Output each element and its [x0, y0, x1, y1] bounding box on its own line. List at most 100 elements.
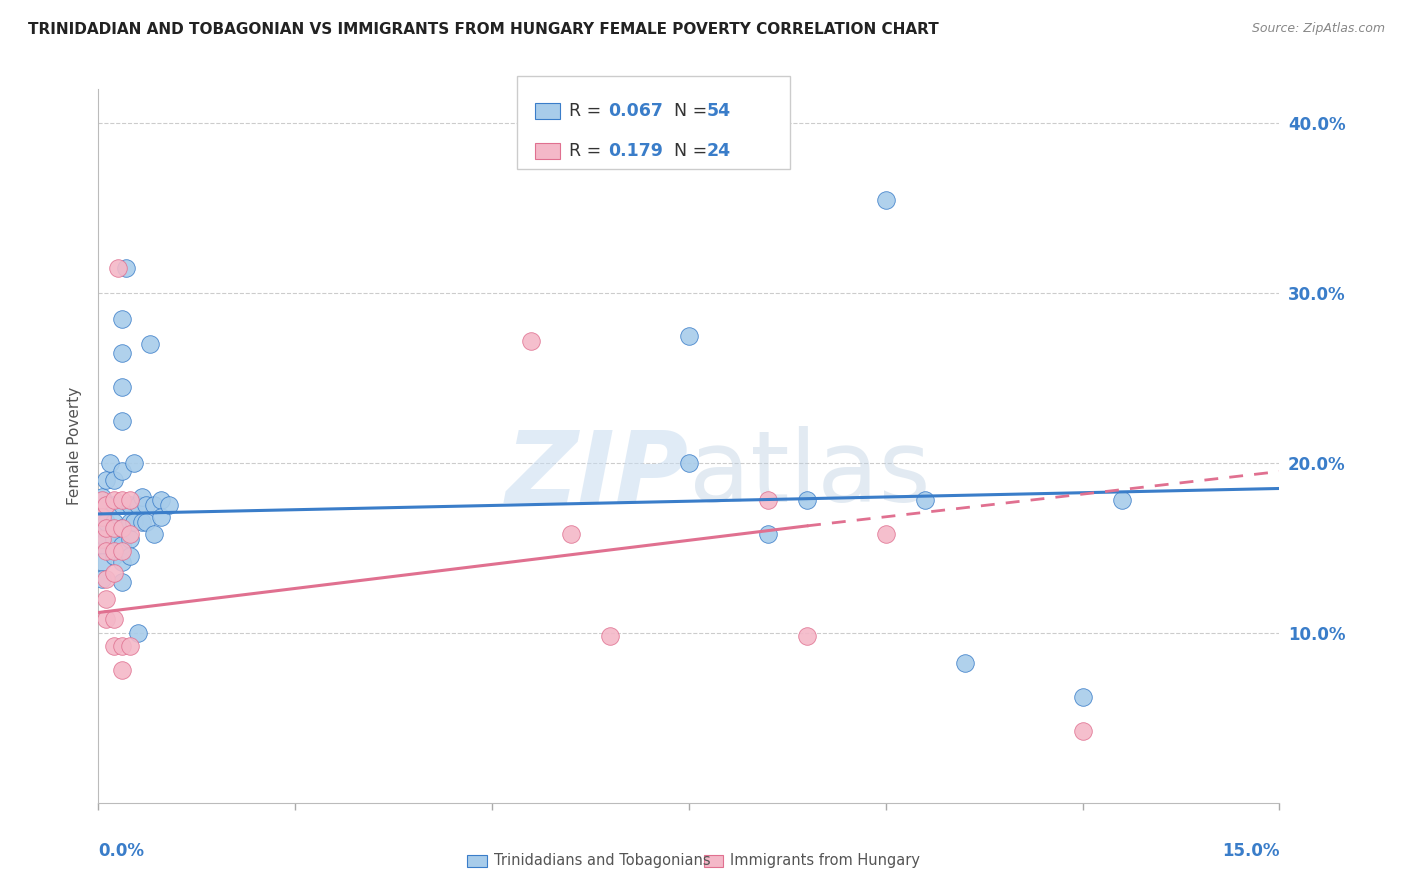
Point [875, 527, 897, 541]
Point [127, 499, 149, 513]
Point [103, 516, 125, 530]
Text: N =: N = [662, 142, 713, 160]
Point [103, 640, 125, 654]
Point [103, 544, 125, 558]
Point [96, 612, 118, 626]
Point [127, 626, 149, 640]
Point [103, 612, 125, 626]
Point [142, 499, 165, 513]
Point [96, 533, 118, 547]
Text: 54: 54 [706, 102, 731, 120]
Point [118, 493, 141, 508]
Point [118, 533, 141, 547]
Point [914, 493, 936, 508]
Point [678, 328, 700, 343]
Point [122, 456, 145, 470]
Point [91, 503, 114, 517]
Point [756, 493, 779, 508]
Text: 0.067: 0.067 [607, 102, 662, 120]
Point [91, 537, 114, 551]
Text: TRINIDADIAN AND TOBAGONIAN VS IMMIGRANTS FROM HUNGARY FEMALE POVERTY CORRELATION: TRINIDADIAN AND TOBAGONIAN VS IMMIGRANTS… [28, 22, 939, 37]
Text: ZIP: ZIP [506, 426, 689, 523]
Point [103, 473, 125, 487]
Point [96, 473, 118, 487]
Text: 15.0%: 15.0% [1222, 842, 1279, 860]
Point [91, 572, 114, 586]
Point [111, 520, 134, 534]
Point [111, 544, 134, 558]
Point [1071, 724, 1094, 739]
Point [150, 493, 173, 508]
Point [142, 527, 165, 541]
Point [91, 533, 114, 547]
Point [796, 629, 818, 643]
Point [118, 499, 141, 513]
Point [118, 549, 141, 564]
Text: N =: N = [662, 102, 713, 120]
Point [91, 510, 114, 524]
Point [118, 640, 141, 654]
Point [131, 516, 153, 530]
Point [520, 334, 543, 348]
Text: Immigrants from Hungary: Immigrants from Hungary [730, 853, 921, 868]
Point [111, 640, 134, 654]
Point [796, 493, 818, 508]
Point [1111, 493, 1133, 508]
Text: atlas: atlas [689, 426, 931, 523]
Point [111, 537, 134, 551]
Point [138, 337, 160, 351]
Point [96, 591, 118, 606]
Text: Source: ZipAtlas.com: Source: ZipAtlas.com [1251, 22, 1385, 36]
Point [122, 516, 145, 530]
Point [135, 516, 157, 530]
Point [111, 520, 134, 534]
Point [953, 657, 976, 671]
Point [115, 260, 138, 275]
Text: Trinidadians and Tobagonians: Trinidadians and Tobagonians [494, 853, 710, 868]
Text: 0.179: 0.179 [607, 142, 662, 160]
Point [103, 533, 125, 547]
Point [118, 516, 141, 530]
Point [107, 260, 129, 275]
Point [98, 456, 121, 470]
Point [91, 520, 114, 534]
Y-axis label: Female Poverty: Female Poverty [67, 387, 83, 505]
Point [111, 499, 134, 513]
Point [96, 572, 118, 586]
Point [111, 413, 134, 427]
Point [118, 527, 141, 541]
Point [111, 574, 134, 589]
Point [91, 555, 114, 569]
Point [111, 555, 134, 569]
Point [111, 345, 134, 359]
Point [875, 193, 897, 207]
Point [678, 456, 700, 470]
Point [103, 566, 125, 581]
Text: R =: R = [568, 142, 612, 160]
Point [96, 520, 118, 534]
Point [111, 493, 134, 508]
Point [111, 663, 134, 677]
Point [111, 311, 134, 326]
Point [111, 465, 134, 479]
Text: 24: 24 [706, 142, 731, 160]
Point [96, 499, 118, 513]
Point [103, 520, 125, 534]
Point [91, 490, 114, 504]
Text: R =: R = [568, 102, 606, 120]
Point [111, 379, 134, 393]
Point [150, 510, 173, 524]
Point [103, 493, 125, 508]
Point [103, 499, 125, 513]
Point [599, 629, 621, 643]
Point [96, 499, 118, 513]
Point [1071, 690, 1094, 705]
Point [135, 499, 157, 513]
Point [103, 549, 125, 564]
Point [560, 527, 582, 541]
Point [756, 527, 779, 541]
Point [131, 490, 153, 504]
Point [96, 516, 118, 530]
Point [157, 499, 180, 513]
Text: 0.0%: 0.0% [98, 842, 145, 860]
